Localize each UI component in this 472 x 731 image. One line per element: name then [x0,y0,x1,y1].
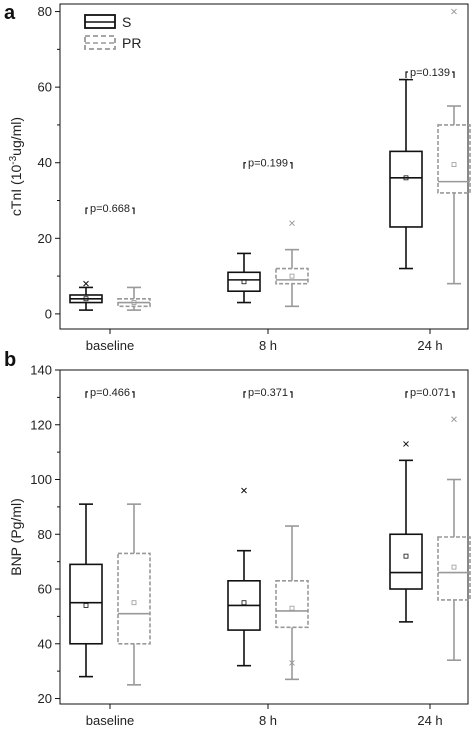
mean-marker [241,600,247,606]
mean-marker [241,279,247,285]
panel-letter: a [4,2,16,24]
mean-marker [83,296,89,302]
pvalue-label-bg [87,386,133,399]
x-tick-label: 8 h [259,713,277,728]
mean-marker [289,605,295,611]
mean-marker [289,273,295,279]
box-PR [275,267,309,285]
pvalue-label: p=0.668 [90,203,130,215]
plot-frame [59,3,469,330]
x-tick-label: 8 h [259,338,277,353]
pvalue-label: p=0.139 [410,67,450,79]
plot-frame [59,369,469,705]
outlier-marker [241,487,247,494]
pvalue-label: p=0.466 [90,387,130,399]
y-tick-label: 140 [30,363,52,378]
y-tick-label: 100 [30,472,52,487]
outlier-marker [451,8,457,15]
legend-label: PR [122,35,141,51]
box-PR [117,552,151,645]
panel-letter: b [4,349,16,371]
outlier-marker [289,660,295,666]
box-PR [275,580,309,629]
outlier-marker [403,441,409,447]
y-tick-label: 20 [38,691,52,706]
y-tick-label: 120 [30,417,52,432]
mean-marker [131,300,137,305]
y-tick-label: 40 [38,636,52,651]
box-S [227,271,261,293]
y-tick-label: 40 [38,155,52,170]
y-tick-label: 20 [38,231,52,246]
pvalue-label: p=0.199 [248,158,288,170]
box-PR [437,536,471,601]
pvalue-label-bg [245,157,291,170]
pvalue-label-bg [407,67,453,80]
y-axis-title: cTnI (10-3ug/ml) [8,117,24,216]
mean-marker [451,564,457,570]
pvalue-label-bg [245,386,291,399]
legend-swatch [84,35,116,50]
y-tick-label: 60 [38,80,52,95]
x-tick-label: baseline [86,713,134,728]
y-tick-label: 80 [38,4,52,19]
mean-marker [131,600,137,606]
outlier-marker [289,220,295,227]
x-tick-label: 24 h [417,713,442,728]
y-tick-label: 0 [45,306,52,321]
box-S [69,563,103,645]
outlier-marker [451,416,457,423]
pvalue-label-bg [87,203,133,216]
outlier-marker [83,280,89,287]
pvalue-label: p=0.371 [248,387,288,399]
y-axis-title: BNP (Pg/ml) [8,498,24,576]
pvalue-label: p=0.071 [410,387,450,399]
legend-label: S [122,14,131,30]
box-S [389,533,423,590]
x-tick-label: 24 h [417,338,442,353]
y-tick-label: 60 [38,582,52,597]
mean-marker [451,162,457,168]
box-S [389,150,423,228]
x-tick-label: baseline [86,338,134,353]
mean-marker [403,175,409,181]
box-PR [437,124,471,194]
mean-marker [83,603,89,608]
pvalue-label-bg [407,386,453,399]
y-tick-label: 80 [38,527,52,542]
mean-marker [403,553,409,559]
